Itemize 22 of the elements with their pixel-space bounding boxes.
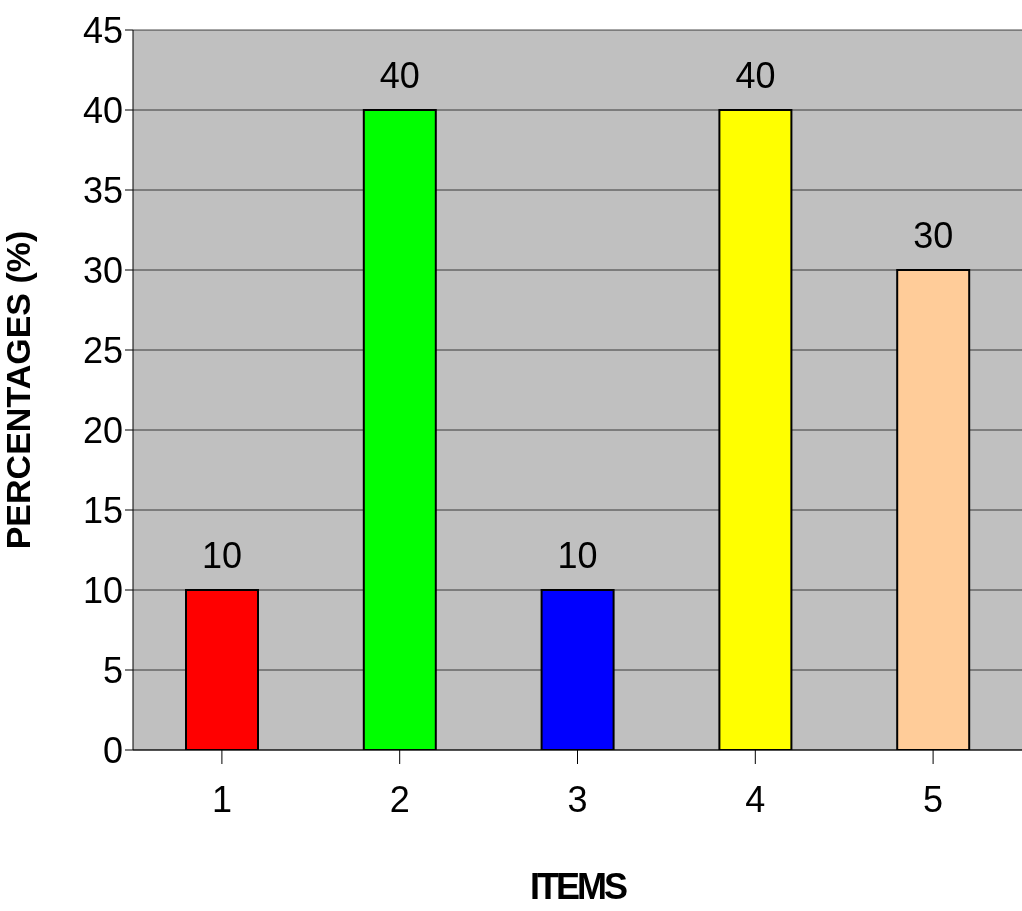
x-axis-title: ITEMS [529, 866, 627, 907]
data-label: 30 [913, 215, 954, 256]
data-label: 40 [735, 55, 776, 96]
y-tick-label: 5 [102, 649, 123, 691]
data-label: 10 [201, 535, 243, 576]
x-tick-label: 2 [389, 778, 410, 820]
y-tick-label: 15 [82, 489, 123, 531]
y-tick-label: 10 [82, 569, 123, 611]
y-tick-label: 30 [82, 249, 123, 291]
x-tick-label: 5 [923, 778, 944, 820]
data-label: 10 [557, 535, 598, 576]
x-tick-label: 4 [745, 778, 766, 820]
y-tick-label: 35 [82, 169, 123, 211]
data-label: 40 [379, 55, 420, 96]
y-tick-label: 20 [82, 409, 123, 451]
x-tick-label: 3 [567, 778, 588, 820]
y-tick-label: 40 [82, 89, 123, 131]
y-tick-label: 25 [82, 329, 123, 371]
y-tick-label: 0 [102, 729, 123, 771]
y-axis-title: PERCENTAGES (%) [0, 230, 38, 550]
x-tick-label: 1 [211, 778, 232, 820]
y-tick-label: 45 [82, 9, 123, 51]
